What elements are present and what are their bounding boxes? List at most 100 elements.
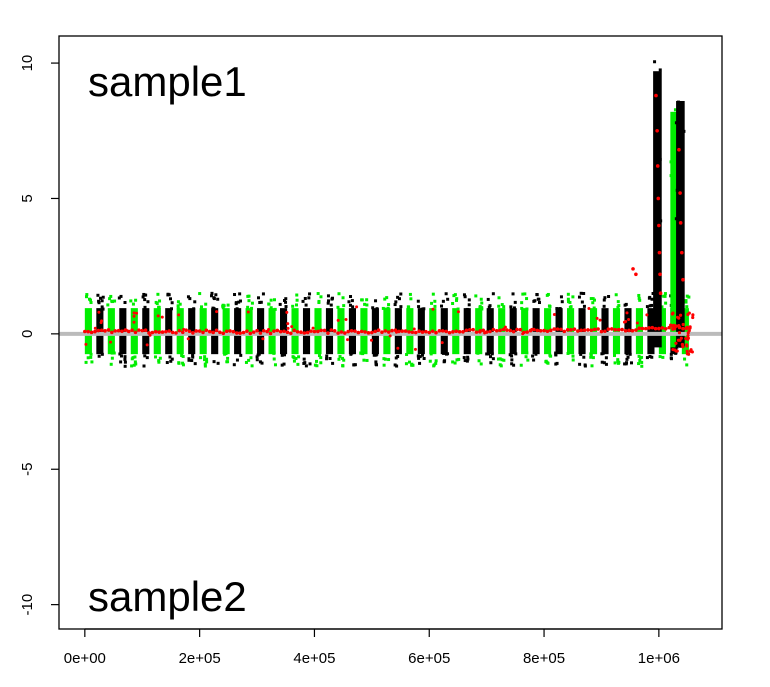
spike-core	[653, 71, 662, 348]
data-point	[535, 293, 539, 297]
data-point	[513, 300, 517, 304]
data-point	[637, 362, 641, 366]
point-band-core	[211, 308, 219, 355]
data-point	[521, 292, 525, 296]
trend-point	[218, 330, 222, 335]
trend-point	[678, 191, 682, 195]
point-band-core	[234, 308, 242, 355]
data-point	[487, 352, 491, 356]
trend-point	[478, 329, 482, 333]
trend-point	[467, 327, 472, 332]
trend-point	[231, 329, 236, 334]
data-point	[129, 299, 133, 303]
panel-label-top: sample1	[88, 58, 247, 105]
trend-point	[201, 330, 205, 335]
data-point	[684, 300, 688, 304]
data-point	[134, 362, 138, 366]
trend-point	[191, 331, 195, 335]
trend-point	[447, 330, 452, 335]
data-point	[156, 292, 160, 296]
data-point	[674, 121, 678, 125]
data-point	[397, 297, 401, 301]
data-point	[559, 295, 563, 299]
trend-point	[174, 331, 178, 335]
trend-point	[386, 330, 391, 334]
trend-point	[655, 164, 660, 168]
data-point	[648, 295, 652, 299]
data-point	[629, 361, 633, 365]
data-point	[418, 361, 422, 365]
data-point	[258, 301, 262, 305]
data-point	[336, 305, 340, 309]
data-point	[685, 305, 689, 309]
point-band-core	[188, 308, 196, 355]
data-point	[645, 305, 649, 309]
trend-point	[140, 328, 145, 333]
data-point	[250, 364, 254, 368]
data-point	[394, 356, 398, 360]
trend-point	[413, 330, 418, 335]
data-point	[226, 303, 230, 307]
trend-point	[424, 329, 428, 334]
data-point	[118, 352, 122, 356]
data-point	[88, 298, 92, 302]
data-point	[554, 351, 558, 355]
trend-point	[295, 330, 300, 334]
data-point	[405, 352, 409, 356]
trend-point	[623, 328, 628, 333]
trend-point	[616, 327, 621, 332]
data-point	[488, 304, 492, 308]
data-point	[465, 307, 469, 311]
point-band	[232, 292, 243, 367]
trend-point	[427, 330, 432, 335]
data-point	[273, 298, 277, 302]
data-point	[216, 297, 220, 301]
x-tick-label: 0e+00	[64, 650, 106, 667]
data-point	[566, 351, 570, 355]
data-point	[123, 357, 127, 361]
spike-core	[670, 111, 682, 348]
trend-point	[690, 350, 694, 354]
data-point	[337, 357, 341, 361]
data-point	[387, 303, 391, 307]
data-point	[224, 352, 228, 356]
trend-point	[383, 329, 388, 333]
data-point	[684, 299, 688, 303]
data-point	[193, 300, 197, 304]
trend-point	[451, 330, 455, 334]
trend-point	[503, 325, 507, 329]
data-point	[89, 301, 93, 305]
data-point	[295, 303, 299, 307]
data-point	[247, 299, 251, 303]
trend-point	[403, 329, 408, 333]
trend-point	[430, 329, 435, 333]
trend-point	[302, 331, 307, 335]
data-point	[653, 60, 657, 64]
data-point	[679, 344, 683, 348]
trend-point	[535, 328, 540, 333]
data-point	[601, 351, 605, 355]
data-point	[308, 362, 312, 366]
data-point	[315, 359, 319, 363]
data-point	[661, 355, 665, 359]
data-point	[648, 304, 652, 308]
data-point	[680, 226, 684, 230]
data-point	[623, 303, 627, 307]
data-point	[210, 294, 214, 298]
data-point	[341, 364, 345, 368]
data-point	[613, 361, 617, 365]
data-point	[626, 355, 630, 359]
data-point	[238, 292, 242, 296]
trend-point	[627, 328, 631, 333]
x-tick-label: 2e+05	[179, 650, 221, 667]
data-point	[292, 359, 296, 363]
trend-point	[289, 331, 293, 336]
trend-point	[251, 330, 256, 334]
data-point	[199, 305, 203, 309]
trend-point	[133, 330, 138, 335]
trend-point	[388, 334, 392, 338]
data-point	[350, 299, 354, 303]
data-point	[580, 300, 584, 304]
trend-points	[83, 93, 695, 356]
trend-point	[598, 318, 602, 322]
